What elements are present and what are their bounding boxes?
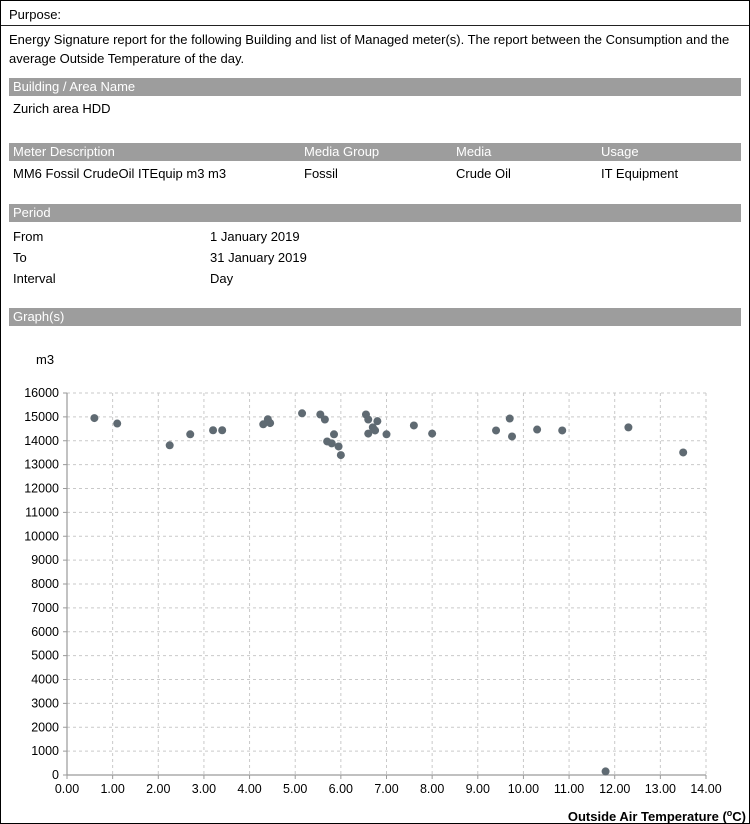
purpose-label: Purpose: (9, 7, 62, 22)
scatter-point (186, 429, 195, 438)
scatter-point (601, 767, 610, 776)
y-tick-label: 12000 (24, 481, 59, 495)
scatter-point (298, 408, 307, 417)
x-tick-label: 2.00 (146, 782, 170, 796)
scatter-point (508, 432, 517, 441)
period-to-value: 31 January 2019 (210, 249, 307, 265)
meter-table-row: MM6 Fossil CrudeOil ITEquip m3 m3 Fossil… (9, 161, 741, 187)
y-tick-label: 10000 (24, 529, 59, 543)
scatter-point (505, 414, 514, 423)
y-tick-label: 9000 (31, 553, 59, 567)
col-header-usage: Usage (601, 143, 639, 159)
scatter-point (364, 429, 373, 438)
divider (1, 25, 749, 26)
y-tick-label: 7000 (31, 601, 59, 615)
building-section-header: Building / Area Name (9, 77, 741, 96)
col-header-media: Media (456, 143, 492, 159)
x-tick-label: 14.00 (690, 782, 721, 796)
scatter-point (113, 419, 122, 428)
period-rows: From 1 January 2019 To 31 January 2019 I… (1, 222, 749, 289)
scatter-point (320, 415, 329, 424)
scatter-point (266, 418, 275, 427)
y-tick-label: 0 (52, 768, 59, 782)
x-tick-label: 13.00 (645, 782, 676, 796)
y-tick-label: 14000 (24, 433, 59, 447)
x-tick-label: 0.00 (55, 782, 79, 796)
x-tick-label: 8.00 (420, 782, 444, 796)
col-header-media-group: Media Group (304, 143, 380, 159)
usage-value: IT Equipment (601, 165, 679, 181)
y-tick-label: 8000 (31, 577, 59, 591)
meter-description-value: MM6 Fossil CrudeOil ITEquip m3 m3 (13, 165, 227, 181)
scatter-point (327, 439, 336, 448)
col-header-meter-description: Meter Description (13, 143, 115, 159)
period-to-label: To (13, 249, 27, 265)
y-tick-label: 1000 (31, 744, 59, 758)
x-tick-label: 6.00 (329, 782, 353, 796)
x-tick-label: 9.00 (466, 782, 490, 796)
x-axis-title: Outside Air Temperature (oC) (568, 808, 746, 824)
scatter-point (409, 421, 418, 430)
x-tick-label: 7.00 (374, 782, 398, 796)
period-interval-label: Interval (13, 270, 56, 286)
scatter-point (533, 425, 542, 434)
y-tick-label: 5000 (31, 648, 59, 662)
scatter-point (371, 426, 380, 435)
y-tick-label: 13000 (24, 457, 59, 471)
scatter-point (330, 429, 339, 438)
y-tick-label: 3000 (31, 696, 59, 710)
y-tick-label: 16000 (24, 386, 59, 400)
x-tick-label: 10.00 (508, 782, 539, 796)
scatter-point (209, 425, 218, 434)
x-tick-label: 12.00 (599, 782, 630, 796)
building-name-value: Zurich area HDD (13, 100, 111, 116)
x-tick-label: 5.00 (283, 782, 307, 796)
scatter-point (382, 429, 391, 438)
scatter-point (334, 442, 343, 451)
purpose-text: Energy Signature report for the followin… (9, 32, 730, 66)
scatter-point (624, 423, 633, 432)
y-tick-label: 2000 (31, 720, 59, 734)
period-from-label: From (13, 228, 44, 244)
scatter-point (428, 429, 437, 438)
period-interval-value: Day (210, 270, 234, 286)
y-tick-label: 6000 (31, 624, 59, 638)
period-from-value: 1 January 2019 (210, 228, 300, 244)
x-tick-label: 1.00 (100, 782, 124, 796)
y-tick-label: 15000 (24, 410, 59, 424)
scatter-point (373, 416, 382, 425)
period-row-to: To 31 January 2019 (9, 247, 741, 268)
period-row-interval: Interval Day (9, 268, 741, 289)
x-tick-label: 3.00 (192, 782, 216, 796)
y-axis-unit-label: m3 (36, 351, 55, 367)
scatter-point (218, 425, 227, 434)
scatter-point (364, 415, 373, 424)
scatter-point (558, 426, 567, 435)
x-tick-label: 4.00 (237, 782, 261, 796)
scatter-point (679, 448, 688, 457)
media-value: Crude Oil (456, 165, 511, 181)
scatter-point (90, 413, 99, 422)
scatter-point (336, 450, 345, 459)
x-tick-label: 11.00 (554, 782, 584, 796)
meter-table-header: Meter Description Media Group Media Usag… (9, 142, 741, 161)
media-group-value: Fossil (304, 165, 338, 181)
period-row-from: From 1 January 2019 (9, 226, 741, 247)
scatter-point (492, 426, 501, 435)
y-tick-label: 11000 (25, 505, 59, 519)
energy-signature-scatter-chart: 0 1000 2000 3000 4000 5000 6000 7000 8000 9000 100… (24, 386, 746, 824)
y-tick-label: 4000 (31, 672, 59, 686)
period-section-header: Period (9, 203, 741, 222)
chart-container: 0 1000 2000 3000 4000 5000 6000 7000 8000 9000 100… (1, 371, 749, 824)
scatter-point (165, 440, 174, 449)
graphs-section-header: Graph(s) (9, 307, 741, 326)
